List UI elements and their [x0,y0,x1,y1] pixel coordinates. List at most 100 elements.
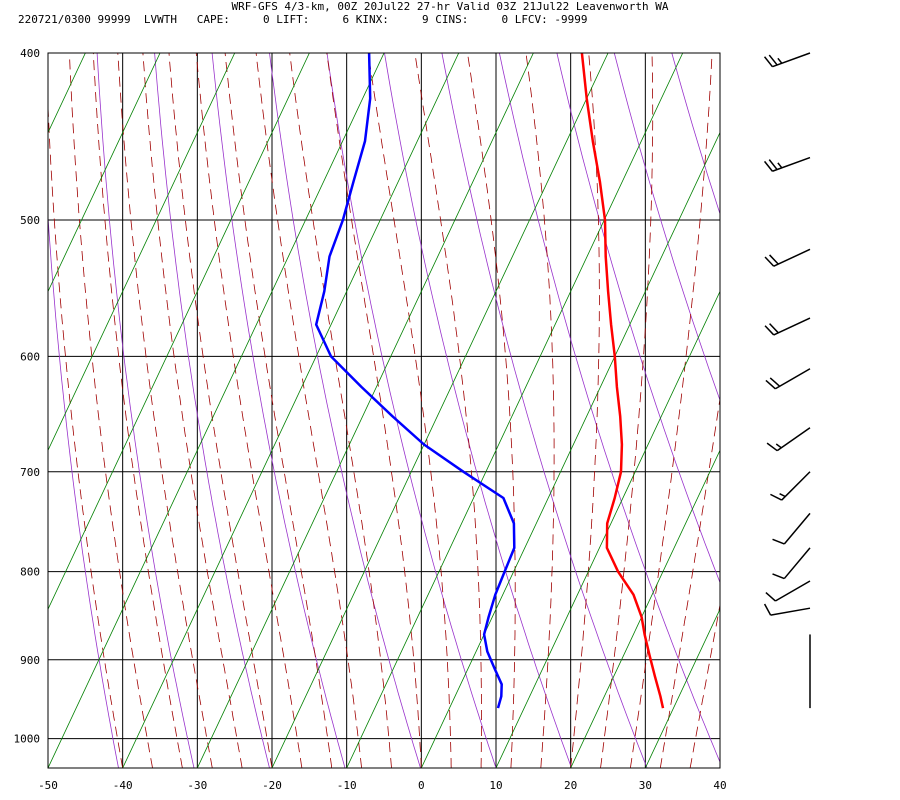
chart-title: WRF-GFS 4/3-km, 00Z 20Jul22 27-hr Valid … [231,0,669,13]
y-tick-label: 700 [20,466,40,479]
moist-adiabat [719,765,720,768]
wind-barb-feather [769,377,781,387]
moist-adiabat [92,53,183,768]
wind-barb-feather [772,538,785,545]
moist-adiabats [48,53,900,768]
dewpoint-profile [314,53,516,709]
y-tick-label: 500 [20,214,40,227]
wind-barb-staff [773,248,811,267]
wind-barb-feather [763,603,772,616]
temperature-profile [580,53,665,709]
wind-barb-staff [770,607,811,616]
wind-barb [764,317,811,336]
wind-barb-staff [781,471,811,501]
isotherm-line [271,53,609,768]
x-tick-label: -10 [337,779,357,792]
dry-adiabat [729,53,900,768]
skewed-isotherms [0,53,900,768]
dry-adiabat [211,53,346,768]
wind-barb-staff [774,580,811,602]
wind-barb-staff [772,52,811,68]
dry-adiabat [613,53,720,402]
y-tick-label: 400 [20,47,40,60]
y-tick-label: 1000 [14,733,41,746]
chart-subtitle: 220721/0300 99999 LVWTH CAPE: 0 LIFT: 6 … [18,13,588,26]
dry-adiabat [844,53,900,768]
wind-barb-half-feather [775,443,782,449]
dry-adiabat [441,53,648,768]
wind-barb [763,52,811,68]
moist-adiabat [750,53,900,768]
wind-barb-staff [773,317,811,336]
isotherm-line [122,53,460,768]
dry-adiabat [499,53,720,763]
x-tick-label: 30 [639,779,652,792]
x-tick-label: 40 [713,779,726,792]
wind-barb-half-feather [777,162,783,169]
dry-adiabats [48,53,900,768]
moist-adiabat [600,53,654,768]
y-tick-label: 600 [20,350,40,363]
moist-adiabat [467,53,516,768]
moist-adiabat [689,602,720,768]
isotherm-line [48,53,385,768]
moist-adiabat [195,53,303,768]
dry-adiabat [556,53,720,584]
isotherm-line [346,53,684,768]
moist-adiabat [69,53,153,768]
dry-adiabat [326,53,497,768]
y-tick-label: 800 [20,566,40,579]
x-tick-label: -40 [113,779,133,792]
isotherm-line [644,608,720,768]
isotherm-line [570,449,720,768]
isotherm-line [48,53,236,452]
wind-barb-feather [764,325,775,336]
y-tick-labels: 400 500 600 700 800 900 1000 [14,47,41,746]
x-tick-label: -30 [187,779,207,792]
moist-adiabat [659,396,720,768]
moist-adiabat [326,53,422,768]
wind-barb [770,471,811,501]
isotherm-line [420,131,720,768]
moist-adiabat [48,98,124,768]
wind-barb-feather [769,323,779,334]
moist-adiabat [414,53,482,768]
dry-adiabat [96,53,195,768]
wind-barb [765,580,811,602]
isotherm-line [0,53,11,768]
moist-adiabat [168,53,273,768]
dry-adiabat [269,53,421,768]
dry-adiabat [384,53,572,768]
wind-barb [772,547,811,580]
wind-barb [763,603,811,616]
moist-adiabat [224,53,333,768]
plot-frame [47,52,721,769]
isotherm-line [869,53,900,768]
wind-barb-staff [776,427,811,452]
wind-barb-staff [772,156,811,172]
x-tick-label: 10 [489,779,502,792]
moist-adiabat [630,53,713,768]
x-tick-label: -20 [262,779,282,792]
moist-adiabat [255,53,362,768]
wind-barb [763,156,811,172]
moist-adiabat [117,53,213,768]
isotherm-line [48,53,86,134]
wind-barb-feather [765,379,776,390]
wind-barb-staff [783,547,811,580]
wind-barb-feather [763,56,773,68]
wind-barb [764,248,811,267]
dry-adiabat [48,210,119,768]
wind-barb-feather [763,160,773,172]
isotherm-line [48,53,310,611]
wind-barb [766,427,811,452]
x-tick-labels: -50 -40 -30 -20 -10 0 10 20 30 40 [38,779,727,792]
moist-adiabat [289,53,392,768]
wind-barb-feather [765,592,776,602]
x-tick-label: 0 [418,779,425,792]
isotherm-line [196,53,534,768]
wind-barb [765,368,811,390]
moist-adiabat [367,53,452,768]
x-tick-label: 20 [564,779,577,792]
